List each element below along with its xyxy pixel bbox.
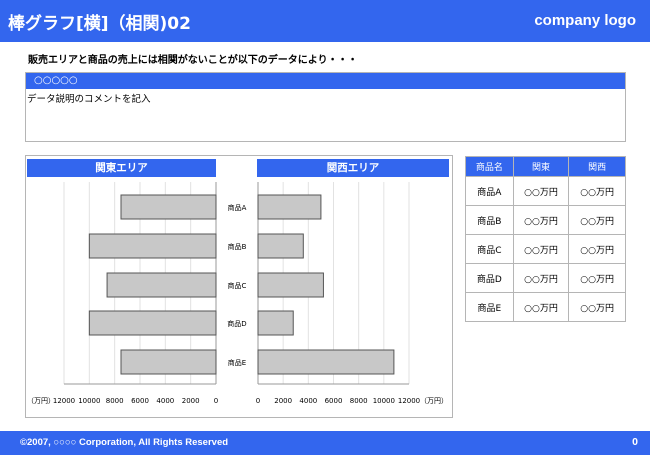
table-row: 商品D ○○万円 ○○万円 [465,263,626,293]
table-header-cell: 関西 [568,156,626,177]
table-header-cell: 関東 [512,156,570,177]
kanto-tick-label: 4000 [156,397,174,405]
table-header-row: 商品名 関東 関西 [465,156,626,177]
kanto-bar [120,349,217,375]
kanto-unit-label: （万円） [27,397,55,405]
table-cell: ○○万円 [568,263,626,293]
kanto-tick-label: 10000 [78,397,100,405]
category-label: 商品C [228,281,247,290]
kansai-tick-label: 10000 [373,397,395,405]
kansai-chart-title: 関西エリア [257,159,449,177]
table-cell: ○○万円 [568,292,626,322]
table-cell: 商品A [465,176,514,206]
table-cell: ○○万円 [568,205,626,235]
table-header-cell: 商品名 [465,156,514,177]
kanto-tick-label: 2000 [182,397,200,405]
kansai-tick-label: 8000 [350,397,368,405]
table-cell: ○○万円 [512,263,570,293]
table-cell: ○○万円 [568,234,626,264]
table-cell: 商品B [465,205,514,235]
kansai-tick-label: 4000 [299,397,317,405]
page-title: 棒グラフ[横]（相関)02 [8,14,191,34]
kansai-bar [257,194,322,220]
kanto-bar [88,233,217,259]
copyright-text: ©2007, ○○○○ Corporation, All Rights Rese… [20,437,229,448]
kansai-tick-label: 6000 [325,397,343,405]
kanto-tick-label: 8000 [106,397,124,405]
kansai-tick-label: 2000 [274,397,292,405]
kansai-unit-label: （万円） [420,397,448,405]
kansai-bar [257,272,324,298]
table-cell: 商品D [465,263,514,293]
kansai-bar [257,349,395,375]
footer-bar: ©2007, ○○○○ Corporation, All Rights Rese… [0,431,650,455]
table-cell: 商品E [465,292,514,322]
kansai-bar [257,310,294,336]
kansai-tick-label: 12000 [398,397,420,405]
comment-body: データ説明のコメントを記入 [27,94,151,105]
header-divider [0,42,650,44]
chart-frame [25,155,453,418]
kanto-bar [88,310,217,336]
table-cell: 商品C [465,234,514,264]
table-cell: ○○万円 [568,176,626,206]
headline-text: 販売エリアと商品の売上には相関がないことが以下のデータにより・・・ [28,55,358,66]
sales-table: 商品名 関東 関西 商品A ○○万円 ○○万円 商品B ○○万円 ○○万円 商品… [465,156,626,322]
page-number: 0 [632,436,638,448]
table-row: 商品B ○○万円 ○○万円 [465,205,626,235]
table-row: 商品A ○○万円 ○○万円 [465,176,626,206]
kanto-tick-label: 12000 [53,397,75,405]
kanto-tick-label: 0 [214,397,218,405]
kanto-tick-label: 6000 [131,397,149,405]
table-cell: ○○万円 [512,205,570,235]
category-label: 商品A [228,203,247,212]
category-label: 商品B [228,242,247,251]
category-label: 商品E [228,358,246,367]
table-cell: ○○万円 [512,234,570,264]
table-row: 商品E ○○万円 ○○万円 [465,292,626,322]
category-label: 商品D [227,319,246,328]
comment-box: ○○○○○ データ説明のコメントを記入 [25,72,626,142]
kanto-bar [106,272,217,298]
kanto-bar [120,194,217,220]
kanto-chart-title: 関東エリア [27,159,216,177]
kansai-tick-label: 0 [256,397,260,405]
header-bar: 棒グラフ[横]（相関)02 company logo [0,0,650,42]
comment-heading: ○○○○○ [26,73,625,89]
company-logo: company logo [534,12,636,29]
table-row: 商品C ○○万円 ○○万円 [465,234,626,264]
table-cell: ○○万円 [512,176,570,206]
kansai-bar [257,233,304,259]
table-cell: ○○万円 [512,292,570,322]
